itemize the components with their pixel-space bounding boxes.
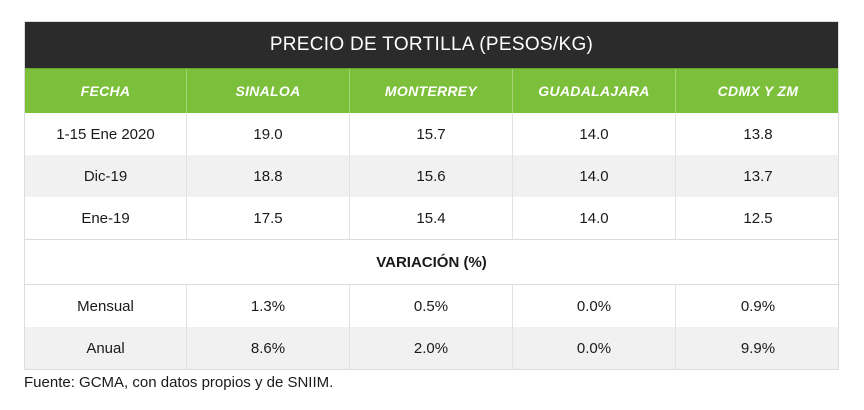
cell-sinaloa: 17.5 bbox=[187, 197, 350, 239]
cell-sinaloa: 1.3% bbox=[187, 285, 350, 327]
cell-monterrey: 0.5% bbox=[350, 285, 513, 327]
table-row: Ene-19 17.5 15.4 14.0 12.5 bbox=[25, 197, 838, 239]
cell-cdmx: 0.9% bbox=[740, 297, 776, 315]
cell-fecha: 1-15 Ene 2020 bbox=[25, 113, 187, 155]
price-table: PRECIO DE TORTILLA (PESOS/KG) FECHA SINA… bbox=[24, 21, 839, 370]
table-row: 1-15 Ene 2020 19.0 15.7 14.0 13.8 bbox=[25, 113, 838, 155]
cell-cdmx: 13.7 bbox=[743, 167, 773, 185]
cell-guadalajara: 0.0% bbox=[513, 327, 676, 369]
cell-cdmx: 12.5 bbox=[743, 209, 773, 227]
cell-monterrey: 15.7 bbox=[350, 113, 513, 155]
cell-fecha: Dic-19 bbox=[25, 155, 187, 197]
cell-guadalajara: 14.0 bbox=[513, 155, 676, 197]
cell-fecha: Ene-19 bbox=[25, 197, 187, 239]
cell-sinaloa: 8.6% bbox=[187, 327, 350, 369]
cell-monterrey: 15.6 bbox=[350, 155, 513, 197]
cell-cdmx: 9.9% bbox=[740, 339, 776, 357]
header-sinaloa: SINALOA bbox=[187, 69, 350, 113]
table-row: Dic-19 18.8 15.6 14.0 13.7 bbox=[25, 155, 838, 197]
variation-heading: VARIACIÓN (%) bbox=[25, 239, 838, 285]
header-fecha: FECHA bbox=[25, 69, 187, 113]
header-guadalajara: GUADALAJARA bbox=[513, 69, 676, 113]
cell-fecha: Anual bbox=[25, 327, 187, 369]
table-title: PRECIO DE TORTILLA (PESOS/KG) bbox=[25, 22, 838, 68]
cell-fecha: Mensual bbox=[25, 285, 187, 327]
cell-monterrey: 2.0% bbox=[350, 327, 513, 369]
table-row: Anual 8.6% 2.0% 0.0% 9.9% bbox=[25, 327, 838, 369]
cell-monterrey: 15.4 bbox=[350, 197, 513, 239]
header-row: FECHA SINALOA MONTERREY GUADALAJARA CDMX… bbox=[25, 68, 838, 113]
cell-guadalajara: 0.0% bbox=[513, 285, 676, 327]
table-row: Mensual 1.3% 0.5% 0.0% 0.9% bbox=[25, 285, 838, 327]
header-monterrey: MONTERREY bbox=[350, 69, 513, 113]
cell-sinaloa: 18.8 bbox=[187, 155, 350, 197]
header-cdmx: CDMX Y ZM bbox=[717, 83, 799, 99]
cell-sinaloa: 19.0 bbox=[187, 113, 350, 155]
cell-guadalajara: 14.0 bbox=[513, 197, 676, 239]
cell-cdmx: 13.8 bbox=[743, 125, 773, 143]
source-footnote: Fuente: GCMA, con datos propios y de SNI… bbox=[24, 374, 334, 391]
cell-guadalajara: 14.0 bbox=[513, 113, 676, 155]
